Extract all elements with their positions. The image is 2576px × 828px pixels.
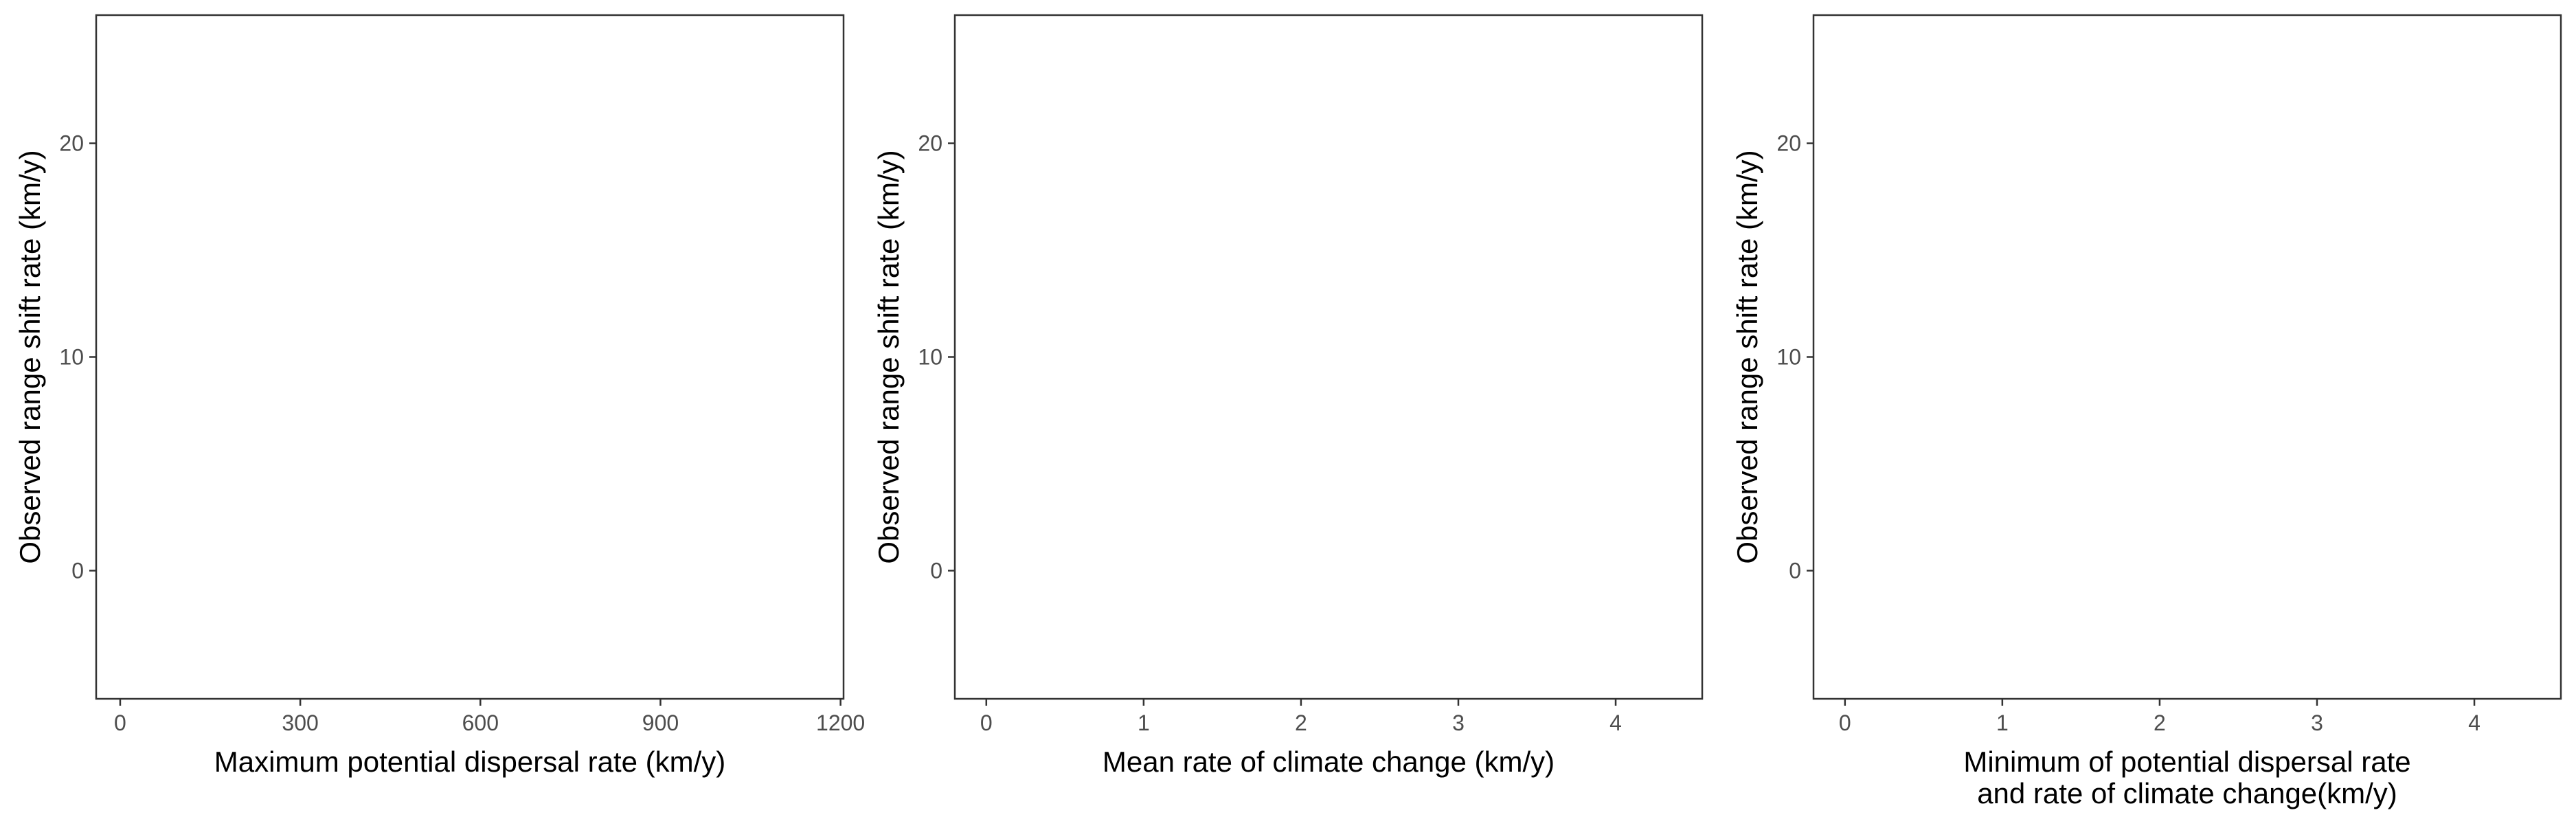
- y-tick-label: 0: [930, 558, 942, 583]
- x-axis-title-line: and rate of climate change(km/y): [1977, 777, 2397, 809]
- y-tick-label: 10: [59, 345, 84, 370]
- x-axis-title-line: Maximum potential dispersal rate (km/y): [214, 746, 726, 778]
- y-axis-title: Observed range shift rate (km/y): [14, 150, 46, 563]
- y-tick-label: 20: [918, 131, 942, 156]
- x-tick-label: 4: [1609, 710, 1622, 735]
- x-tick-label: 900: [642, 710, 679, 735]
- x-axis-title-line: Minimum of potential dispersal rate: [1963, 746, 2410, 778]
- x-axis-title-line: Mean rate of climate change (km/y): [1103, 746, 1555, 778]
- x-tick-label: 3: [2311, 710, 2323, 735]
- x-tick-label: 3: [1452, 710, 1465, 735]
- panel-2: 0 1 2 3 4 0 10 20 Mean rate of climate change (k…: [872, 14, 1704, 778]
- panel-border: [1812, 14, 2562, 700]
- x-tick-label: 2: [2154, 710, 2166, 735]
- y-tick-label: 20: [1776, 131, 1801, 156]
- y-axis-title: Observed range shift rate (km/y): [1731, 150, 1763, 563]
- x-tick-label: 1200: [816, 710, 865, 735]
- panel-1: 0 300 600 900 1200 0 10 20 Maximum potential dis…: [14, 14, 865, 778]
- y-tick-label: 10: [918, 345, 942, 370]
- x-axis-title: Mean rate of climate change (km/y): [1103, 746, 1555, 778]
- y-tick-label: 20: [59, 131, 84, 156]
- x-tick-label: 300: [282, 710, 318, 735]
- x-axis-title: Maximum potential dispersal rate (km/y): [214, 746, 726, 778]
- panel-border: [95, 14, 845, 700]
- y-tick-label: 10: [1776, 345, 1801, 370]
- y-tick-label: 0: [71, 558, 84, 583]
- x-tick-label: 1: [1138, 710, 1150, 735]
- x-tick-label: 0: [980, 710, 993, 735]
- panel-3: 0 1 2 3 4 0 10 20 Minimum of potential dispersal…: [1731, 14, 2562, 809]
- x-tick-label: 1: [1996, 710, 2009, 735]
- x-tick-label: 2: [1295, 710, 1307, 735]
- panel-border: [953, 14, 1704, 700]
- x-tick-label: 600: [462, 710, 499, 735]
- x-axis-title: Minimum of potential dispersal rate and r…: [1963, 746, 2410, 809]
- y-tick-label: 0: [1789, 558, 1801, 583]
- x-tick-label: 0: [1839, 710, 1851, 735]
- y-axis-title: Observed range shift rate (km/y): [872, 150, 905, 563]
- x-tick-label: 4: [2468, 710, 2481, 735]
- x-tick-label: 0: [114, 710, 126, 735]
